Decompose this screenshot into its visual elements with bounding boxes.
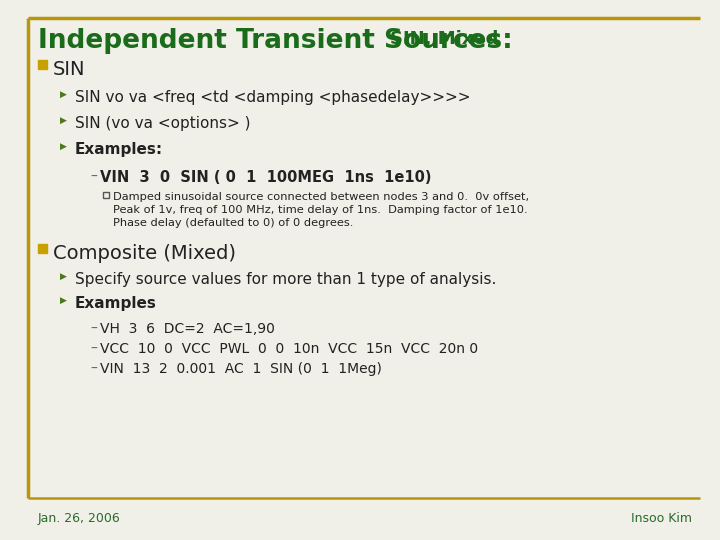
Text: –: – xyxy=(90,342,97,356)
Text: ▶: ▶ xyxy=(60,90,67,99)
Text: Composite (Mixed): Composite (Mixed) xyxy=(53,244,236,263)
Text: –: – xyxy=(90,322,97,336)
Bar xyxy=(38,244,47,253)
Text: ▶: ▶ xyxy=(60,272,67,281)
Text: VIN  3  0  SIN ( 0  1  100MEG  1ns  1e10): VIN 3 0 SIN ( 0 1 100MEG 1ns 1e10) xyxy=(100,170,431,185)
Text: Examples: Examples xyxy=(75,296,157,311)
Text: ▶: ▶ xyxy=(60,142,67,151)
Text: SIN (vo va <options> ): SIN (vo va <options> ) xyxy=(75,116,251,131)
Text: Examples:: Examples: xyxy=(75,142,163,157)
Text: Insoo Kim: Insoo Kim xyxy=(631,512,692,525)
Text: Damped sinusoidal source connected between nodes 3 and 0.  0v offset,
Peak of 1v: Damped sinusoidal source connected betwe… xyxy=(113,192,529,228)
Text: VCC  10  0  VCC  PWL  0  0  10n  VCC  15n  VCC  20n 0: VCC 10 0 VCC PWL 0 0 10n VCC 15n VCC 20n… xyxy=(100,342,478,356)
Text: –: – xyxy=(90,362,97,376)
Text: VIN  13  2  0.001  AC  1  SIN (0  1  1Meg): VIN 13 2 0.001 AC 1 SIN (0 1 1Meg) xyxy=(100,362,382,376)
Text: ▶: ▶ xyxy=(60,116,67,125)
Text: SIN vo va <freq <td <damping <phasedelay>>>>: SIN vo va <freq <td <damping <phasedelay… xyxy=(75,90,470,105)
Text: Independent Transient Sources:: Independent Transient Sources: xyxy=(38,28,522,54)
Text: Jan. 26, 2006: Jan. 26, 2006 xyxy=(38,512,121,525)
Text: VH  3  6  DC=2  AC=1,90: VH 3 6 DC=2 AC=1,90 xyxy=(100,322,275,336)
Bar xyxy=(103,192,109,198)
Text: Specify source values for more than 1 type of analysis.: Specify source values for more than 1 ty… xyxy=(75,272,496,287)
Text: SIN, Mixed: SIN, Mixed xyxy=(390,30,498,48)
Text: SIN: SIN xyxy=(53,60,86,79)
Text: ▶: ▶ xyxy=(60,296,67,305)
Text: –: – xyxy=(90,170,97,184)
Bar xyxy=(38,60,47,69)
